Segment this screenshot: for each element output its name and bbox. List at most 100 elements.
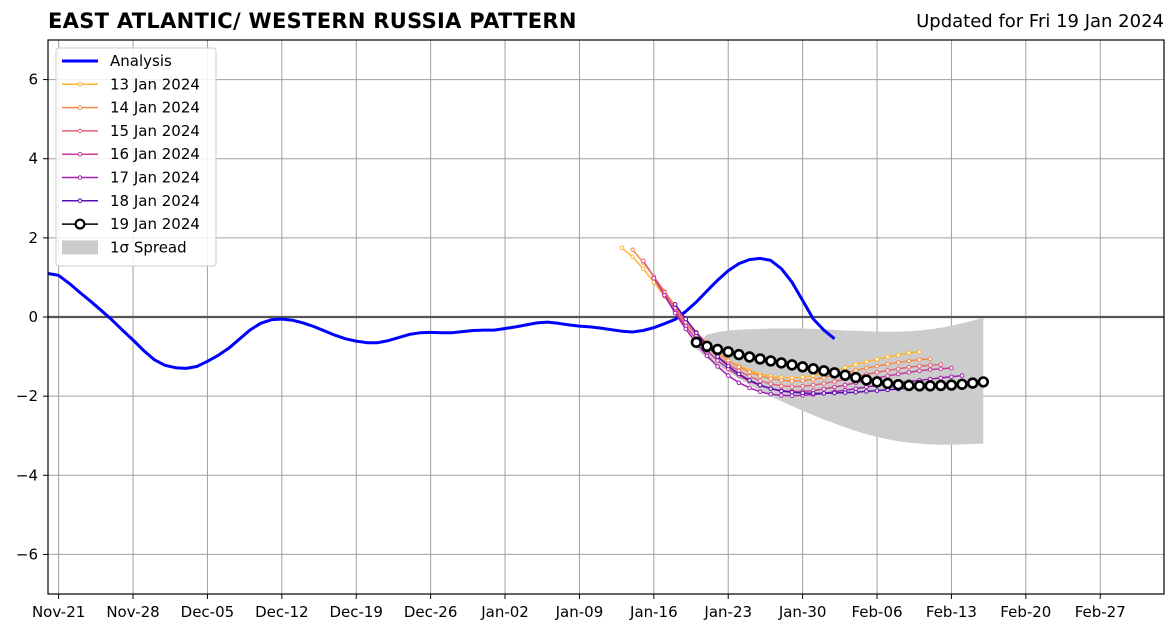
legend-entry: Analysis — [62, 52, 172, 70]
forecast-point — [800, 383, 805, 389]
forecast-point — [927, 367, 933, 372]
forecast-point — [821, 386, 827, 392]
y-tick-label: −6 — [16, 545, 38, 563]
forecast-point — [832, 390, 837, 396]
forecast-point — [895, 360, 901, 365]
x-tick-label: Feb-20 — [1000, 603, 1051, 621]
updated-date: Updated for Fri 19 Jan 2024 — [916, 11, 1164, 32]
forecast-point — [651, 275, 657, 281]
forecast-main-point — [786, 359, 798, 371]
forecast-point — [779, 393, 784, 398]
legend-label: 14 Jan 2024 — [110, 99, 200, 117]
forecast-point — [949, 374, 954, 380]
legend-entry: 14 Jan 2024 — [62, 99, 200, 117]
forecast-point — [768, 391, 774, 397]
forecast-main-point — [733, 348, 745, 361]
forecast-point — [853, 386, 859, 391]
forecast-main-point — [850, 371, 862, 384]
forecast-main-point — [892, 378, 904, 391]
forecast-main-point — [690, 336, 703, 349]
forecast-point — [800, 390, 805, 396]
chart-title: EAST ATLANTIC/ WESTERN RUSSIA PATTERN — [48, 9, 577, 33]
forecast-point — [949, 365, 954, 371]
forecast-point — [927, 362, 933, 368]
x-tick-label: Dec-26 — [404, 603, 458, 621]
legend-marker — [77, 82, 83, 87]
forecast-main-point — [796, 361, 809, 373]
forecast-main-point — [818, 365, 830, 377]
forecast-main-point — [860, 374, 873, 386]
forecast-point — [747, 369, 752, 375]
forecast-point — [704, 353, 710, 359]
forecast-point — [917, 357, 922, 363]
forecast-point — [895, 366, 901, 372]
forecast-main-point — [977, 376, 990, 388]
forecast-point — [757, 373, 763, 379]
legend: Analysis 13 Jan 2024 14 Jan 2024 15 Jan 202… — [55, 47, 217, 267]
spread-band — [696, 317, 984, 445]
legend-label: 15 Jan 2024 — [110, 122, 200, 140]
legend-label: 17 Jan 2024 — [110, 169, 200, 187]
forecast-point — [810, 391, 816, 396]
legend-label: 13 Jan 2024 — [110, 75, 200, 93]
forecast-point — [789, 384, 795, 389]
legend-marker — [77, 175, 83, 180]
axes: Nov-21 Nov-28 Dec-05 Dec-12 Dec-19 Dec-26 Jan-… — [16, 39, 1165, 621]
forecast-point — [821, 381, 827, 386]
forecast-point — [672, 302, 678, 307]
y-tick-label: 2 — [28, 229, 38, 247]
y-tick-label: 6 — [28, 71, 38, 89]
forecast-point — [864, 365, 869, 371]
forecast-point — [906, 350, 912, 356]
series-19-jan-2024 — [690, 336, 990, 392]
x-tick-label: Jan-09 — [555, 603, 604, 621]
forecast-point — [725, 373, 731, 378]
legend-marker — [74, 218, 86, 230]
spread-area — [696, 317, 984, 445]
forecast-point — [874, 388, 880, 393]
forecast-point — [927, 356, 933, 362]
forecast-point — [747, 385, 752, 391]
forecast-point — [736, 380, 742, 385]
forecast-point — [842, 382, 848, 388]
x-tick-label: Jan-16 — [629, 603, 678, 621]
forecast-point — [874, 363, 880, 369]
legend-entry: 18 Jan 2024 — [62, 192, 200, 210]
forecast-point — [725, 363, 731, 369]
legend-label: 16 Jan 2024 — [110, 145, 200, 163]
legend-entry: 19 Jan 2024 — [62, 215, 200, 233]
forecast-point — [959, 373, 965, 378]
forecast-point — [768, 386, 774, 391]
forecast-point — [821, 391, 827, 396]
y-tick-label: −2 — [16, 387, 38, 405]
x-tick-label: Feb-27 — [1075, 603, 1126, 621]
forecast-point — [630, 247, 635, 253]
legend-entry: 1σ Spread — [62, 238, 187, 256]
forecast-point — [715, 364, 720, 369]
forecast-main-point — [871, 376, 883, 388]
forecast-main-point — [828, 367, 841, 379]
forecast-point — [938, 362, 944, 367]
forecast-main-point — [722, 346, 734, 358]
analysis-line — [47, 256, 836, 370]
forecast-point — [885, 354, 890, 360]
forecast-point — [810, 382, 816, 388]
y-tick-label: −4 — [16, 466, 38, 484]
legend-label: 1σ Spread — [110, 238, 187, 256]
forecast-point — [917, 349, 922, 355]
forecast-point — [885, 368, 890, 373]
forecast-point — [715, 354, 720, 359]
forecast-point — [917, 368, 922, 374]
forecast-main-point — [711, 343, 724, 356]
forecast-point — [885, 373, 890, 379]
x-tick-label: Jan-30 — [778, 603, 827, 621]
forecast-point — [853, 362, 859, 367]
x-tick-label: Dec-12 — [255, 603, 309, 621]
forecast-point — [789, 393, 795, 399]
forecast-point — [779, 388, 784, 394]
x-tick-label: Feb-06 — [851, 603, 902, 621]
forecast-point — [906, 364, 912, 370]
legend-entry: 15 Jan 2024 — [62, 122, 200, 140]
legend-label: Analysis — [110, 52, 172, 70]
